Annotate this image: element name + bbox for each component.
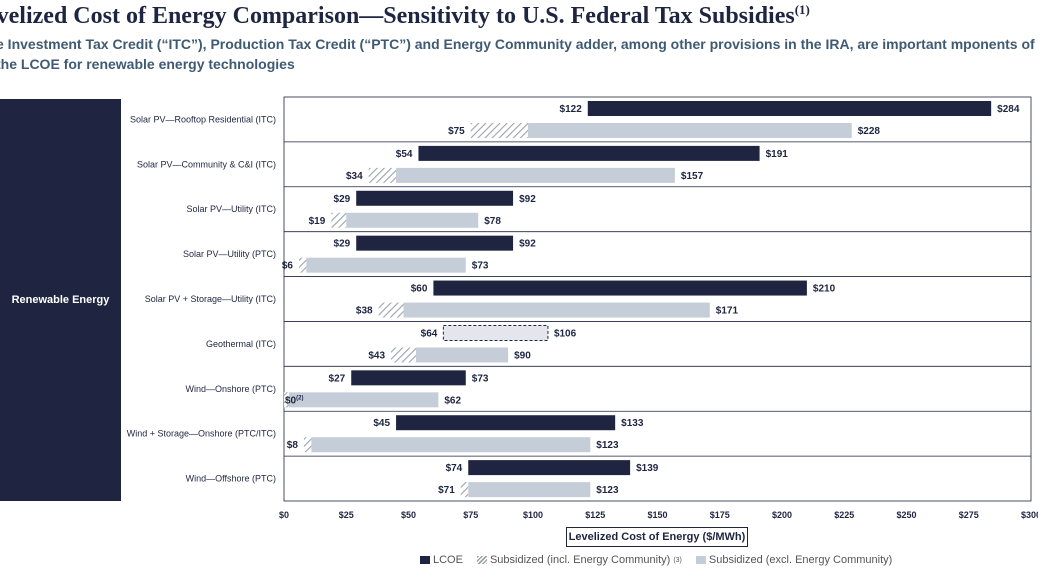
x-tick-label: $50 <box>401 510 416 520</box>
subsidized-incl-bar <box>298 257 307 273</box>
subsidized-low-label: $38 <box>356 306 373 317</box>
plot-frame <box>283 96 1032 502</box>
lcoe-bar <box>468 460 631 476</box>
lcoe-high-label: $106 <box>554 328 577 339</box>
lcoe-bar <box>433 280 807 296</box>
subsidized-low-label: $8 <box>287 440 299 451</box>
subsidized-excl-bar <box>528 123 852 138</box>
subsidized-excl-bar <box>306 257 466 273</box>
lcoe-bar <box>442 324 549 341</box>
subsidized-incl-bar <box>303 437 312 453</box>
x-axis-label: Levelized Cost of Energy ($/MWh) <box>566 527 748 547</box>
subsidized-high-label: $73 <box>472 261 489 272</box>
subsidized-high-label: $171 <box>716 306 739 317</box>
lcoe-low-label: $29 <box>334 239 351 250</box>
x-tick-label: $100 <box>523 510 543 520</box>
subsidized-excl-bar <box>396 167 675 183</box>
x-tick-label: $0 <box>279 510 289 520</box>
subsidized-low-label: $43 <box>368 350 385 361</box>
category-label: Wind—Onshore (PTC) <box>185 384 276 394</box>
x-tick-label: $300 <box>1021 510 1038 520</box>
subsidized-incl-bar <box>391 347 416 363</box>
lcoe-low-label: $122 <box>560 104 583 115</box>
category-label: Solar PV + Storage—Utility (ITC) <box>145 294 276 304</box>
subsidized-incl-bar <box>331 212 347 228</box>
legend-swatch-excl <box>695 556 706 564</box>
subsidized-excl-bar <box>468 482 591 498</box>
lcoe-high-label: $210 <box>813 284 836 295</box>
sidebar-label: Renewable Energy <box>11 294 110 306</box>
lcoe-bar <box>356 190 514 206</box>
subsidized-high-label: $62 <box>444 395 461 406</box>
legend-item-incl: Subsidized (incl. Energy Community) (3) <box>476 554 682 566</box>
subsidized-excl-bar <box>346 212 479 228</box>
category-label: Solar PV—Community & C&I (ITC) <box>137 159 276 169</box>
lcoe-low-label: $45 <box>373 418 390 429</box>
x-tick-label: $25 <box>339 510 354 520</box>
lcoe-low-label: $27 <box>329 373 346 384</box>
x-tick-label: $200 <box>772 510 792 520</box>
subsidized-excl-bar <box>415 347 509 363</box>
x-tick-label: $175 <box>710 510 730 520</box>
category-label: Solar PV—Utility (ITC) <box>186 204 276 214</box>
legend-item-lcoe: LCOE <box>420 554 463 566</box>
category-label: Wind + Storage—Onshore (PTC/ITC) <box>127 429 276 439</box>
lcoe-high-label: $73 <box>472 373 489 384</box>
lcoe-high-label: $139 <box>636 463 659 474</box>
sidebar-category-panel: Renewable Energy <box>0 99 121 501</box>
lcoe-low-label: $60 <box>411 284 428 295</box>
lcoe-low-label: $29 <box>334 194 351 205</box>
x-tick-label: $275 <box>959 510 979 520</box>
x-tick-label: $125 <box>585 510 605 520</box>
subsidized-incl-bar <box>284 392 289 408</box>
category-label: Geothermal (ITC) <box>206 339 276 349</box>
subsidized-high-label: $157 <box>681 171 704 182</box>
subsidized-excl-bar <box>403 302 710 318</box>
lcoe-high-label: $133 <box>621 418 644 429</box>
lcoe-bar <box>396 415 616 431</box>
category-label: Wind—Offshore (PTC) <box>186 474 276 484</box>
legend-swatch-incl <box>476 556 487 564</box>
subsidized-high-label: $90 <box>514 350 531 361</box>
x-tick-label: $225 <box>834 510 854 520</box>
category-label: Solar PV—Rooftop Residential (ITC) <box>130 114 276 124</box>
lcoe-bar <box>351 370 466 386</box>
x-tick-label: $250 <box>896 510 916 520</box>
subsidized-high-label: $123 <box>596 440 619 451</box>
subsidized-low-label: $19 <box>309 216 326 227</box>
x-tick-label: $75 <box>463 510 478 520</box>
lcoe-bar <box>418 145 760 161</box>
subsidized-high-label: $78 <box>484 216 501 227</box>
subsidized-high-label: $123 <box>596 485 619 496</box>
category-label: Solar PV—Utility (PTC) <box>183 249 276 259</box>
page-title: evelized Cost of Energy Comparison—Sensi… <box>0 2 810 29</box>
lcoe-low-label: $54 <box>396 149 413 160</box>
chart-legend: LCOE Subsidized (incl. Energy Community)… <box>420 554 900 566</box>
subsidized-excl-bar <box>311 437 591 453</box>
subsidized-low-label: $71 <box>438 485 455 496</box>
lcoe-high-label: $284 <box>997 104 1020 115</box>
lcoe-bar <box>356 235 514 251</box>
subsidized-low-label: $34 <box>346 171 363 182</box>
subsidized-low-label: $6 <box>282 261 294 272</box>
subsidized-incl-bar <box>460 482 469 498</box>
legend-item-excl: Subsidized (excl. Energy Community) <box>695 554 892 566</box>
legend-swatch-lcoe <box>420 556 430 564</box>
subsidized-incl-bar <box>368 167 397 183</box>
page-subtitle: e Investment Tax Credit (“ITC”), Product… <box>0 36 1035 72</box>
subsidized-low-label: $75 <box>448 126 465 137</box>
lcoe-low-label: $64 <box>421 328 438 339</box>
subsidized-low-label: $0(2) <box>285 395 303 406</box>
lcoe-high-label: $92 <box>519 194 536 205</box>
subsidized-high-label: $228 <box>858 126 881 137</box>
lcoe-low-label: $74 <box>446 463 463 474</box>
lcoe-high-label: $92 <box>519 239 536 250</box>
x-tick-label: $150 <box>647 510 667 520</box>
subsidized-incl-bar <box>470 123 529 138</box>
lcoe-bar <box>587 101 992 116</box>
subsidized-excl-bar <box>288 392 439 408</box>
lcoe-high-label: $191 <box>766 149 789 160</box>
subsidized-incl-bar <box>378 302 404 318</box>
